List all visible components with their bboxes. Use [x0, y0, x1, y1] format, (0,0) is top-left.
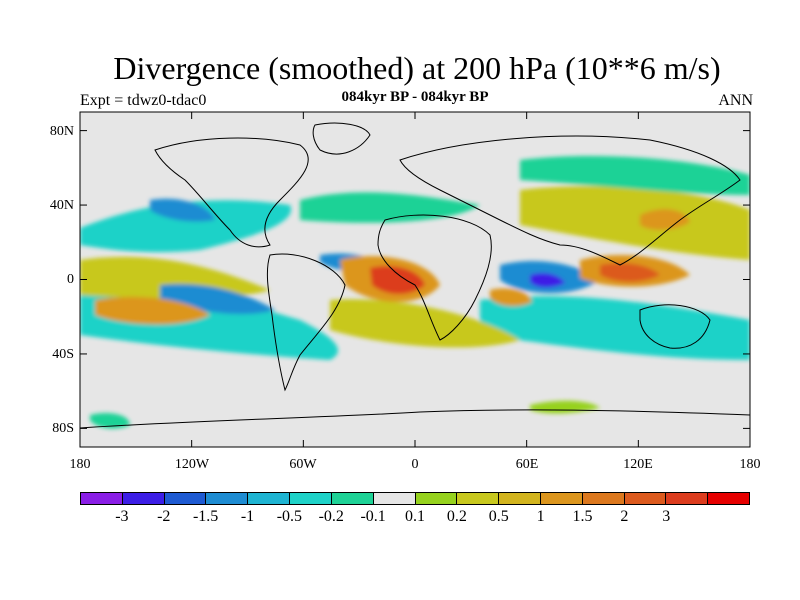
figure-subtitle: 084kyr BP - 084kyr BP — [341, 89, 489, 105]
lat-tick-label-eq: 0 — [67, 272, 74, 287]
colorbar-segment — [164, 493, 207, 504]
colorbar-label: -0.2 — [318, 508, 344, 525]
contour-blue-pacific-north — [150, 198, 215, 222]
colorbar-segment — [290, 493, 332, 504]
coastline-eurasia — [399, 135, 741, 266]
lat-tick-label-80s: 80S — [52, 421, 74, 436]
lat-tick-label-40n: 40N — [49, 198, 74, 213]
experiment-label: Expt = tdwz0-tdac0 — [80, 92, 207, 109]
contour-yellow-east-pacific — [80, 256, 270, 299]
coastline-africa — [377, 214, 492, 341]
season-label: ANN — [718, 92, 753, 109]
colorbar-label: -0.1 — [360, 508, 386, 525]
colorbar-label: -2 — [157, 508, 171, 525]
colorbar-segment — [81, 493, 123, 504]
colorbar-label: -1 — [240, 508, 255, 525]
colorbar-segment — [331, 493, 374, 504]
divergence-field — [80, 122, 750, 429]
colorbar — [80, 492, 750, 505]
colorbar-label: 1.5 — [572, 508, 593, 525]
contour-red-west-pacific-core — [600, 263, 660, 282]
colorbar-label: 0.2 — [446, 508, 467, 525]
contour-orange-se-africa — [490, 288, 532, 307]
coastline-greenland — [312, 122, 371, 155]
lon-tick-label-0: 0 — [411, 457, 419, 472]
colorbar-segment — [248, 493, 291, 504]
colorbar-segment — [415, 493, 458, 504]
lon-tick-label-180e: 180 — [739, 457, 761, 472]
lon-tick-label-60e: 60E — [515, 457, 539, 472]
colorbar-label: -3 — [115, 508, 129, 525]
coastline-south-america — [266, 253, 346, 392]
lon-tick-label-60w: 60W — [289, 457, 317, 472]
colorbar-label: 1 — [536, 508, 545, 525]
lat-tick-label-80n: 80N — [49, 124, 74, 139]
colorbar-label: 3 — [662, 508, 671, 525]
colorbar-segment — [206, 493, 249, 504]
contour-band-indian-pacific — [480, 296, 750, 360]
colorbar-segment — [540, 493, 583, 504]
colorbar-segment — [582, 493, 625, 504]
colorbar-segment — [457, 493, 500, 504]
coastline-australia — [639, 304, 711, 349]
contour-green-north-pacific — [520, 155, 750, 195]
contour-green-antarctic — [90, 413, 130, 429]
lon-tick-label-120w: 120W — [174, 457, 210, 472]
lon-tick-label-180w: 180 — [69, 457, 91, 472]
coastlines — [80, 122, 750, 429]
colorbar-label: -1.5 — [192, 508, 219, 525]
lat-tick-label-40s: 40S — [52, 347, 74, 362]
colorbar-segment — [122, 493, 165, 504]
colorbar-label: -0.5 — [276, 508, 303, 525]
colorbar-label: 2 — [620, 508, 629, 525]
colorbar-segment — [499, 493, 541, 504]
contour-purple-indian-core — [530, 272, 565, 288]
colorbar-label: 0.1 — [405, 508, 425, 525]
colorbar-segment — [373, 493, 416, 504]
colorbar-label: 0.5 — [488, 508, 509, 525]
tick-marks — [79, 112, 751, 447]
contour-yellow-south-atlantic — [330, 299, 520, 348]
colorbar-segment — [666, 493, 709, 504]
contour-yellow-nw-pacific — [520, 186, 750, 260]
contour-orange-east-pacific — [95, 296, 210, 325]
contour-orange-japan — [640, 209, 690, 230]
coastline-north-america — [154, 137, 309, 248]
figure-title: Divergence (smoothed) at 200 hPa (10**6 … — [113, 50, 721, 86]
coastline-antarctica — [80, 409, 750, 429]
contour-red-africa-core — [370, 265, 425, 295]
colorbar-segment — [708, 493, 749, 504]
colorbar-segment — [624, 493, 667, 504]
lon-tick-label-120e: 120E — [623, 457, 653, 472]
